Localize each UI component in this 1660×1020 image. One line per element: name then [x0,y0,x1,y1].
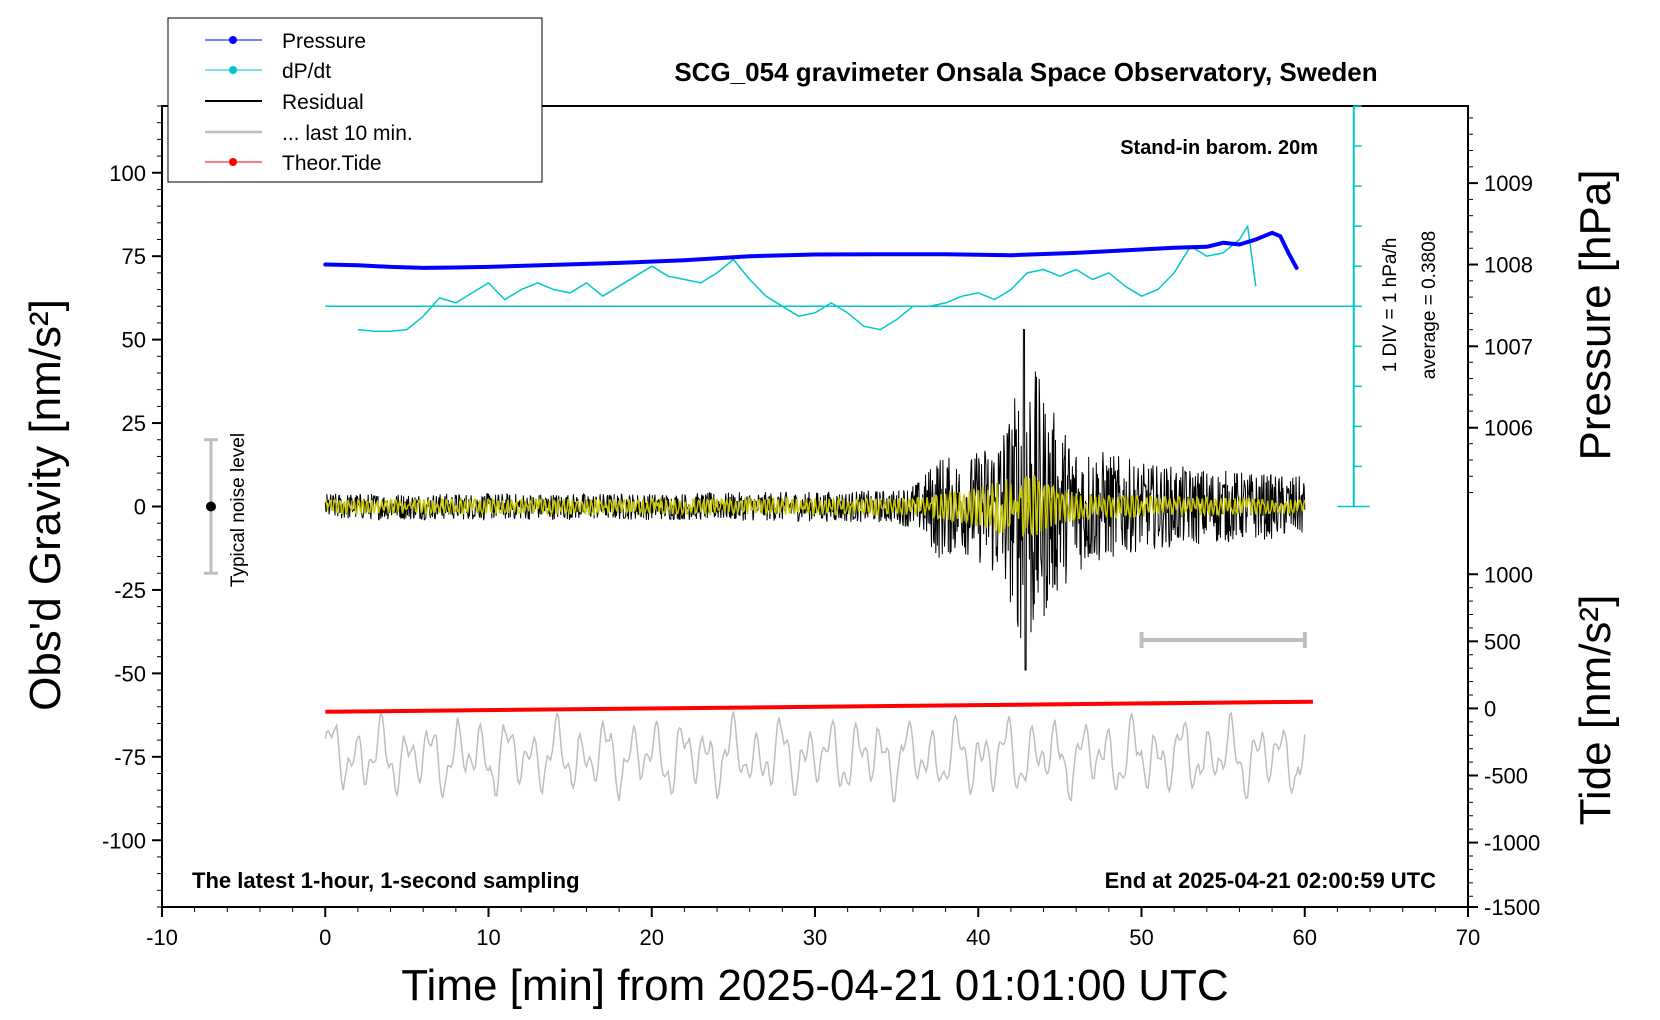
y-tick-label: 75 [122,244,146,269]
legend-marker-pressure [229,36,237,44]
legend-entry-theor-tide: Theor.Tide [205,152,382,175]
data-series [323,225,1313,804]
series-dpdt [357,225,1257,333]
x-tick-label: 20 [640,925,664,950]
y-axis-left-label: Obs'd Gravity [nm/s²] [21,299,70,711]
x-tick-label: 10 [476,925,500,950]
pressure-tick-label: 1007 [1484,334,1533,359]
legend-marker-theor-tide [229,158,237,166]
series-theor-tide [325,699,1313,714]
series-pressure [323,230,1299,270]
chart-extras [203,105,1370,648]
dpdt-average-label: average = 0.3808 [1419,231,1440,379]
legend-label-last-10-min: ... last 10 min. [282,122,413,145]
x-tick-label: 60 [1293,925,1317,950]
x-tick-label: -10 [146,925,178,950]
y-axis-pressure-label: Pressure [hPa] [1571,169,1620,460]
noise-bar-center-dot [205,501,216,512]
y-tick-label: 25 [122,411,146,436]
tide-tick-label: 1000 [1484,562,1533,587]
pressure-tick-label: 1009 [1484,171,1533,196]
x-tick-label: 70 [1456,925,1480,950]
legend-entry-dpdt: dP/dt [205,60,331,83]
series-last-10-min [324,710,1306,804]
tide-tick-label: 500 [1484,629,1521,654]
series-smoothed-residual [324,474,1306,537]
y-tick-label: -50 [114,661,146,686]
legend-label-dpdt: dP/dt [282,60,331,83]
annotation-barometer: Stand-in barom. 20m [1120,137,1318,159]
legend-label-pressure: Pressure [282,30,366,53]
x-tick-label: 50 [1129,925,1153,950]
chart-title: SCG_054 gravimeter Onsala Space Observat… [674,57,1377,87]
legend-entry-last-10-min: ... last 10 min. [205,122,413,145]
pressure-tick-label: 1006 [1484,416,1533,441]
tide-tick-label: -1500 [1484,895,1540,920]
y-tick-label: -25 [114,578,146,603]
legend-entry-pressure: Pressure [205,30,366,53]
legend-label-residual: Residual [282,91,364,114]
legend-marker-dpdt [229,66,237,74]
tide-tick-label: -500 [1484,764,1528,789]
y-axis-tide-label: Tide [nm/s²] [1571,595,1620,826]
legend-label-theor-tide: Theor.Tide [282,152,382,175]
pressure-tick-label: 1008 [1484,253,1533,278]
legend: Pressure dP/dt Residual ... last 10 min.… [167,17,543,183]
x-tick-label: 0 [319,925,331,950]
x-axis-label: Time [min] from 2025-04-21 01:01:00 UTC [401,961,1228,1010]
y-tick-label: 0 [134,495,146,520]
annotation-sampling: The latest 1-hour, 1-second sampling [192,868,580,893]
x-tick-label: 40 [966,925,990,950]
x-tick-label: 30 [803,925,827,950]
y-tick-label: 50 [122,328,146,353]
legend-entry-residual: Residual [205,91,364,114]
annotation-end-time: End at 2025-04-21 02:00:59 UTC [1105,868,1436,893]
tide-tick-label: 0 [1484,696,1496,721]
y-tick-label: -100 [102,828,146,853]
tide-tick-label: -1000 [1484,831,1540,856]
dpdt-div-label: 1 DIV = 1 hPa/h [1380,238,1401,373]
y-tick-label: -75 [114,745,146,770]
y-tick-label: 100 [109,161,146,186]
axis-ticks: -10 0 10 20 30 40 50 60 701007550250-25-50-75-10… [102,105,1540,950]
noise-level-label: Typical noise level [228,433,249,587]
